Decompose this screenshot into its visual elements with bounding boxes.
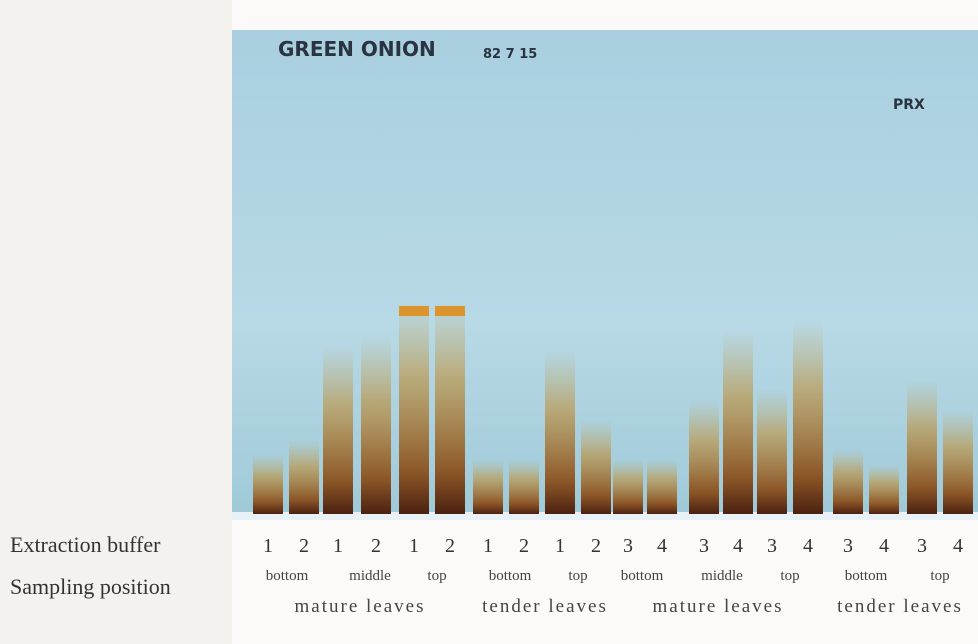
lane-smear [793,320,823,514]
lane-smear [399,300,429,514]
gel-label: PRX [893,97,925,113]
position-label: top [427,568,446,584]
row-label: Sampling position [10,574,171,599]
position-label: middle [701,568,743,584]
buffer-number: 2 [519,535,529,557]
lane-smear [323,345,353,514]
gel-date: 82 7 15 [483,47,537,62]
position-label: bottom [845,568,888,584]
buffer-number: 3 [917,535,927,557]
lane-band [399,306,429,316]
group-label: mature leaves [295,596,426,617]
buffer-number: 4 [879,535,889,557]
lane-smear [509,460,539,514]
lane-band [435,306,465,316]
lane-smear [943,410,973,514]
figure: GREEN ONION 82 7 15 PRX Extraction buffe… [0,0,978,644]
buffer-number: 4 [803,535,813,557]
group-label: tender leaves [837,596,963,617]
buffer-number: 2 [299,535,309,557]
lane-smear [545,350,575,514]
lane-smear [723,330,753,514]
position-label: top [930,568,949,584]
buffer-number: 3 [699,535,709,557]
group-label: tender leaves [482,596,608,617]
position-label: bottom [621,568,664,584]
lane-smear [869,465,899,514]
position-label: bottom [266,568,309,584]
buffer-number: 4 [733,535,743,557]
page: {"header": {"title": "GREEN ONION", "dat… [0,0,978,644]
lane-smear [289,440,319,514]
buffer-number: 4 [953,535,963,557]
buffer-number: 2 [445,535,455,557]
buffer-number: 1 [409,535,419,557]
position-label: top [780,568,799,584]
buffer-number: 1 [483,535,493,557]
buffer-number: 1 [333,535,343,557]
lane-smear [689,400,719,514]
lane-smear [613,460,643,514]
buffer-number: 1 [555,535,565,557]
position-label: middle [349,568,391,584]
buffer-number: 1 [263,535,273,557]
buffer-number: 2 [371,535,381,557]
lane-smear [757,390,787,514]
lane-smear [253,455,283,514]
buffer-number: 4 [657,535,667,557]
gel-title: GREEN ONION [278,37,436,61]
lane-smear [581,420,611,514]
lane-smear [647,460,677,514]
buffer-number: 2 [591,535,601,557]
lane-smear [473,460,503,514]
lane-smear [907,380,937,514]
buffer-number: 3 [623,535,633,557]
buffer-number: 3 [767,535,777,557]
position-label: bottom [489,568,532,584]
position-label: top [568,568,587,584]
buffer-number: 3 [843,535,853,557]
lane-smear [361,335,391,514]
lane-smear [833,450,863,514]
group-label: mature leaves [653,596,784,617]
lane-smear [435,300,465,514]
row-label: Extraction buffer [10,532,161,557]
